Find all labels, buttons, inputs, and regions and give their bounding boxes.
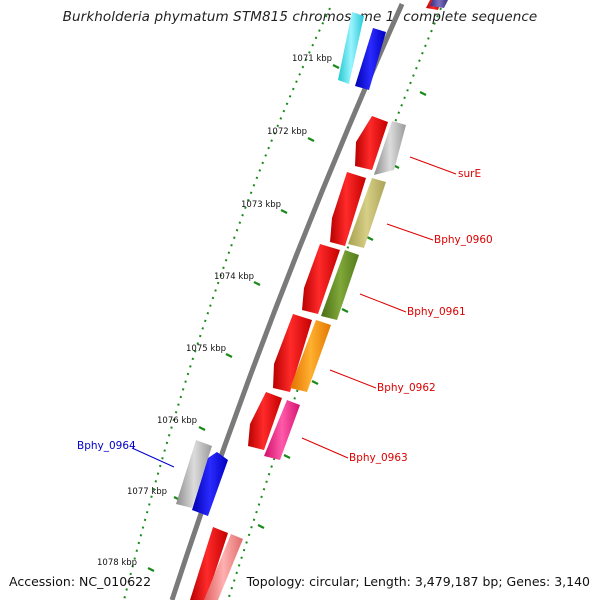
tick-label: 1074 kbp — [214, 272, 254, 282]
gene-label-bphy-0962[interactable]: Bphy_0962 — [377, 382, 436, 394]
gene-feature[interactable] — [338, 12, 364, 84]
gene-feature[interactable] — [204, 534, 243, 600]
tick-label: 1078 kbp — [97, 558, 137, 568]
gene-label-bphy-0960[interactable]: Bphy_0960 — [434, 234, 493, 246]
gene-label-bphy-0961[interactable]: Bphy_0961 — [407, 306, 466, 318]
gene-feature[interactable] — [290, 320, 331, 392]
gene-feature[interactable] — [248, 392, 282, 450]
tick-label: 1077 kbp — [127, 487, 167, 497]
tick-label: 1076 kbp — [157, 416, 197, 426]
gene-label-bphy-0963[interactable]: Bphy_0963 — [349, 452, 408, 464]
inner-dotted-guide — [123, 7, 331, 600]
tick-label: 1075 kbp — [186, 344, 226, 354]
tick-label: 1072 kbp — [267, 127, 307, 137]
gene-feature[interactable] — [192, 452, 228, 516]
tick-label: 1071 kbp — [292, 54, 332, 64]
gene-feature[interactable] — [374, 121, 406, 175]
gene-feature[interactable] — [190, 527, 228, 600]
genome-summary-text: Topology: circular; Length: 3,479,187 bp… — [246, 574, 590, 589]
gene-label-bphy-0964[interactable]: Bphy_0964 — [77, 440, 136, 452]
label-leader-lines — [131, 156, 457, 468]
gene-feature[interactable] — [430, 0, 448, 8]
gene-feature[interactable] — [348, 178, 386, 248]
gene-feature[interactable] — [355, 116, 388, 170]
gene-label-sure[interactable]: surE — [458, 168, 481, 180]
gene-feature[interactable] — [302, 244, 340, 314]
tick-label: 1073 kbp — [241, 200, 281, 210]
map-title: Burkholderia phymatum STM815 chromosome … — [62, 9, 538, 25]
gene-feature[interactable] — [273, 314, 312, 392]
gene-feature[interactable] — [321, 250, 359, 320]
gene-feature[interactable] — [355, 28, 386, 90]
gene-feature[interactable] — [330, 172, 366, 246]
gene-feature[interactable] — [264, 400, 300, 460]
gene-feature[interactable] — [176, 440, 212, 508]
accession-text: Accession: NC_010622 — [9, 574, 152, 589]
